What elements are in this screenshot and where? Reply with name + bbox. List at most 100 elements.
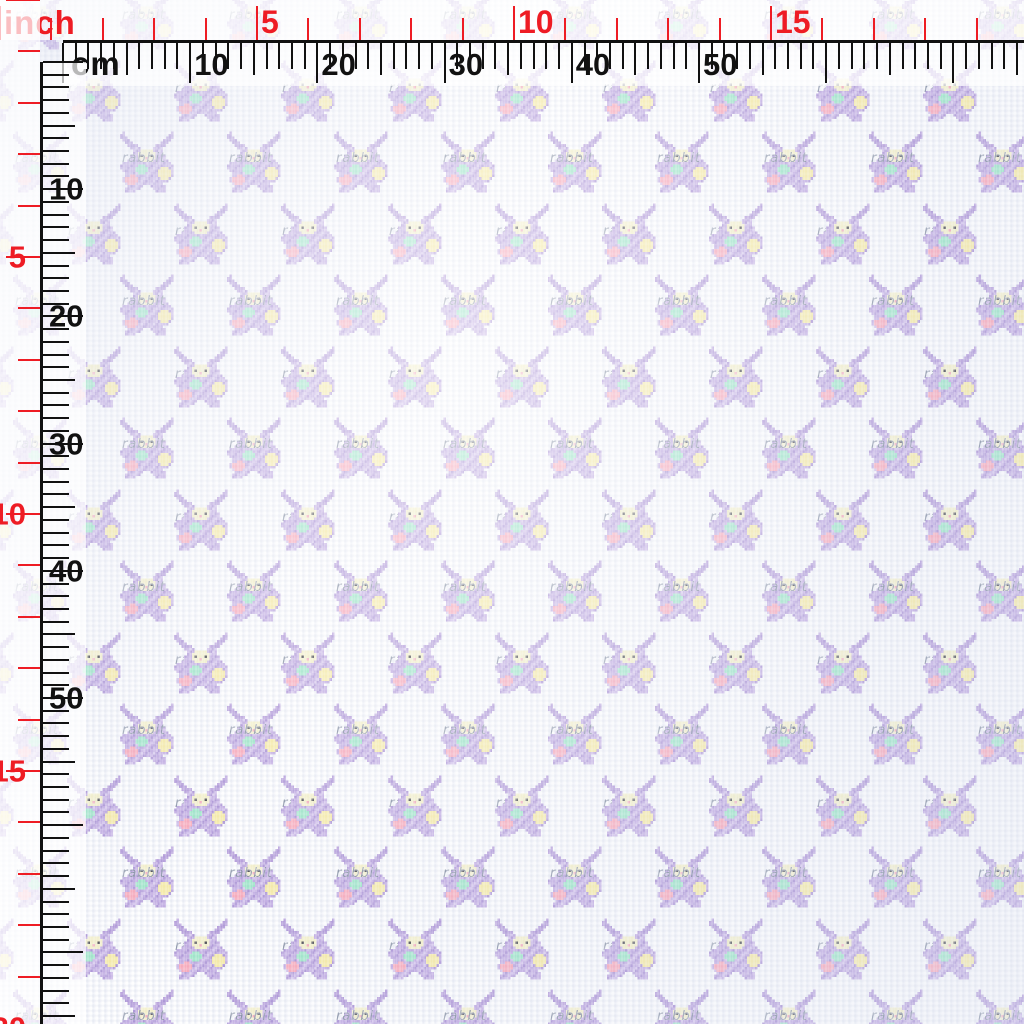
ruler-cm-minor-tick <box>43 862 69 864</box>
ruler-cm-minor-tick <box>43 1002 69 1004</box>
ruler-cm-minor-tick <box>43 773 69 775</box>
ruler-cm-minor-tick <box>927 43 929 69</box>
ruler-cm-mid-tick <box>634 43 636 75</box>
ruler-cm-major-tick <box>444 43 446 83</box>
ruler-inch-minor-tick <box>18 462 40 464</box>
ruler-cm-major-label: 20 <box>321 49 355 80</box>
ruler-inch-major-label: 15 <box>775 6 811 38</box>
ruler-cm-mid-tick <box>126 43 128 75</box>
ruler-cm-minor-tick <box>100 43 102 69</box>
ruler-cm-minor-tick <box>43 150 69 152</box>
ruler-inch-major-tick <box>513 6 515 40</box>
ruler-cm-minor-tick <box>304 43 306 69</box>
ruler-cm-minor-tick <box>43 239 69 241</box>
ruler-inch-minor-tick <box>18 410 40 412</box>
ruler-inch-major-label: 10 <box>518 6 554 38</box>
ruler-cm-mid-tick <box>43 379 75 381</box>
ruler-cm-mid-tick <box>43 125 75 127</box>
ruler-cm-minor-tick <box>685 43 687 69</box>
ruler-inch-major-label: 10 <box>0 499 26 530</box>
ruler-cm-horizontal: cm 10 20 30 40 50 <box>63 40 1024 86</box>
ruler-cm-minor-tick <box>991 43 993 69</box>
ruler-cm-minor-tick <box>43 659 69 661</box>
ruler-cm-mid-tick <box>43 761 75 763</box>
ruler-cm-minor-tick <box>838 43 840 69</box>
ruler-cm-minor-tick <box>43 137 69 139</box>
ruler-cm-minor-tick <box>43 977 69 979</box>
ruler-cm-minor-tick <box>43 646 69 648</box>
ruler-inch-minor-tick <box>18 976 40 978</box>
ruler-cm-minor-tick <box>876 43 878 69</box>
ruler-cm-minor-tick <box>43 226 69 228</box>
ruler-cm-minor-tick <box>43 926 69 928</box>
ruler-cm-minor-tick <box>863 43 865 69</box>
ruler-cm-minor-tick <box>749 43 751 69</box>
ruler-cm-minor-tick <box>164 43 166 69</box>
ruler-cm-mid-tick <box>380 43 382 75</box>
ruler-inch-minor-tick <box>205 18 207 40</box>
ruler-cm-mid-tick <box>507 43 509 75</box>
ruler-cm-minor-tick <box>240 43 242 69</box>
ruler-inch-major-tick <box>770 6 772 40</box>
ruler-cm-minor-tick <box>87 43 89 69</box>
ruler-cm-minor-tick <box>43 608 69 610</box>
ruler-cm-minor-tick <box>43 481 69 483</box>
ruler-inch-major-tick <box>6 0 40 1</box>
ruler-cm-minor-tick <box>367 43 369 69</box>
ruler-cm-minor-tick <box>43 672 69 674</box>
ruler-cm-minor-tick <box>43 621 69 623</box>
ruler-cm-major-label: 40 <box>49 555 83 586</box>
ruler-cm-mid-tick <box>43 633 75 635</box>
ruler-inch-minor-tick <box>18 873 40 875</box>
ruler-inch-minor-tick <box>359 18 361 40</box>
ruler-cm-major-tick <box>952 43 954 83</box>
ruler-cm-major-label: 50 <box>703 49 737 80</box>
ruler-cm-minor-tick <box>43 811 69 813</box>
ruler-cm-minor-tick <box>43 544 69 546</box>
ruler-cm-minor-tick <box>43 748 69 750</box>
ruler-inch-minor-tick <box>18 616 40 618</box>
ruler-cm-minor-tick <box>43 595 69 597</box>
ruler-cm-minor-tick <box>43 901 69 903</box>
ruler-cm-minor-tick <box>176 43 178 69</box>
ruler-cm-minor-tick <box>494 43 496 69</box>
ruler-inch-vertical: 5 10 15 20 <box>0 0 40 1024</box>
ruler-cm-major-tick <box>316 43 318 83</box>
ruler-inch-minor-tick <box>410 18 412 40</box>
ruler-inch-minor-tick <box>18 359 40 361</box>
ruler-cm-major-tick <box>43 61 83 63</box>
ruler-cm-major-label: 20 <box>49 301 83 332</box>
ruler-cm-minor-tick <box>291 43 293 69</box>
ruler-cm-minor-tick <box>43 493 69 495</box>
ruler-cm-minor-tick <box>113 43 115 69</box>
ruler-cm-minor-tick <box>800 43 802 69</box>
ruler-cm-minor-tick <box>520 43 522 69</box>
ruler-cm-minor-tick <box>278 43 280 69</box>
ruler-inch-major-label: 20 <box>0 1013 26 1024</box>
ruler-inch-minor-tick <box>18 564 40 566</box>
ruler-cm-minor-tick <box>43 990 69 992</box>
ruler-cm-minor-tick <box>43 837 69 839</box>
ruler-cm-vertical: 10 20 30 40 50 <box>40 62 86 1024</box>
ruler-inch-minor-tick <box>821 18 823 40</box>
ruler-cm-minor-tick <box>533 43 535 69</box>
ruler-cm-minor-tick <box>647 43 649 69</box>
ruler-cm-mid-tick <box>253 43 255 75</box>
ruler-inch-minor-tick <box>873 18 875 40</box>
ruler-cm-minor-tick <box>43 392 69 394</box>
ruler-inch-minor-tick <box>18 821 40 823</box>
ruler-cm-minor-tick <box>43 265 69 267</box>
ruler-inch-minor-tick <box>616 18 618 40</box>
ruler-cm-minor-tick <box>43 519 69 521</box>
ruler-inch-minor-tick <box>462 18 464 40</box>
ruler-cm-minor-tick <box>405 43 407 69</box>
ruler-inch-major-label: 15 <box>0 756 26 787</box>
ruler-inch-minor-tick <box>18 50 40 52</box>
ruler-cm-minor-tick <box>43 913 69 915</box>
ruler-cm-major-label: 10 <box>194 49 228 80</box>
ruler-cm-minor-tick <box>622 43 624 69</box>
ruler-inch-major-label: 5 <box>9 242 26 273</box>
ruler-cm-minor-tick <box>43 277 69 279</box>
ruler-cm-minor-tick <box>393 43 395 69</box>
